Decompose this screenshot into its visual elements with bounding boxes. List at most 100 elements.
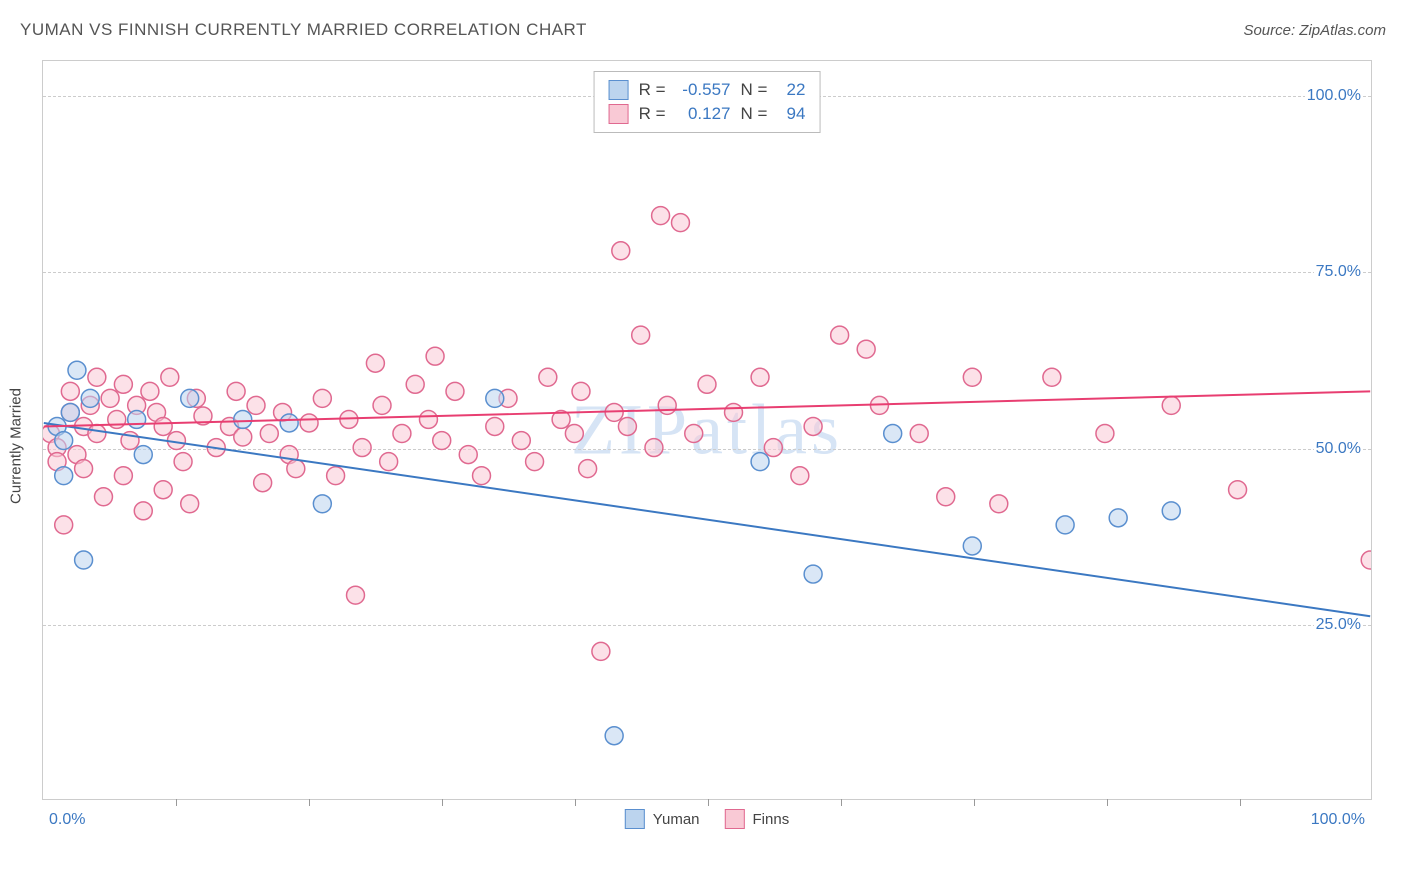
legend-swatch-yuman (625, 809, 645, 829)
plot-area: ZIPatlas 25.0%50.0%75.0%100.0% R =-0.557… (42, 60, 1372, 800)
correlation-box: R =-0.557N =22R =0.127N =94 (594, 71, 821, 133)
data-point (134, 502, 152, 520)
data-point (419, 410, 437, 428)
data-point (327, 467, 345, 485)
data-point (1096, 425, 1114, 443)
data-point (426, 347, 444, 365)
data-point (751, 368, 769, 386)
r-label: R = (639, 104, 666, 124)
data-point (1162, 396, 1180, 414)
data-point (300, 414, 318, 432)
data-point (353, 439, 371, 457)
data-point (804, 565, 822, 583)
data-point (572, 382, 590, 400)
data-point (433, 432, 451, 450)
data-point (1043, 368, 1061, 386)
data-point (287, 460, 305, 478)
data-point (154, 418, 172, 436)
data-point (486, 389, 504, 407)
data-point (154, 481, 172, 499)
correlation-swatch (609, 80, 629, 100)
data-point (526, 453, 544, 471)
data-point (446, 382, 464, 400)
data-point (791, 467, 809, 485)
data-point (373, 396, 391, 414)
data-point (128, 410, 146, 428)
data-point (764, 439, 782, 457)
r-value: 0.127 (676, 104, 731, 124)
data-point (685, 425, 703, 443)
data-point (652, 207, 670, 225)
data-point (406, 375, 424, 393)
data-point (161, 368, 179, 386)
data-point (592, 642, 610, 660)
n-value: 22 (777, 80, 805, 100)
data-point (313, 495, 331, 513)
data-point (1109, 509, 1127, 527)
data-point (632, 326, 650, 344)
data-point (937, 488, 955, 506)
data-point (725, 403, 743, 421)
data-point (366, 354, 384, 372)
data-point (1162, 502, 1180, 520)
x-tick (575, 799, 576, 806)
data-point (658, 396, 676, 414)
n-label: N = (741, 80, 768, 100)
legend-item-yuman: Yuman (625, 809, 700, 829)
data-point (280, 414, 298, 432)
data-point (114, 375, 132, 393)
data-point (68, 361, 86, 379)
data-point (804, 418, 822, 436)
data-point (473, 467, 491, 485)
data-point (313, 389, 331, 407)
data-point (134, 446, 152, 464)
data-point (605, 727, 623, 745)
r-label: R = (639, 80, 666, 100)
legend-label-yuman: Yuman (653, 811, 700, 828)
data-point (254, 474, 272, 492)
data-point (234, 410, 252, 428)
chart-title: YUMAN VS FINNISH CURRENTLY MARRIED CORRE… (20, 20, 587, 40)
x-tick (176, 799, 177, 806)
data-point (1229, 481, 1247, 499)
source-label: Source: ZipAtlas.com (1243, 22, 1386, 39)
data-point (227, 382, 245, 400)
legend-swatch-finns (725, 809, 745, 829)
plot-inner: 25.0%50.0%75.0%100.0% (43, 61, 1371, 799)
data-point (698, 375, 716, 393)
x-tick (708, 799, 709, 806)
correlation-row: R =0.127N =94 (609, 102, 806, 126)
data-point (618, 418, 636, 436)
y-axis-label: Currently Married (8, 388, 25, 504)
x-max-label: 100.0% (1311, 811, 1365, 829)
data-point (55, 432, 73, 450)
data-point (512, 432, 530, 450)
data-point (55, 467, 73, 485)
bottom-legend: Yuman Finns (625, 809, 789, 829)
n-label: N = (741, 104, 768, 124)
x-tick (1107, 799, 1108, 806)
data-point (61, 403, 79, 421)
data-point (857, 340, 875, 358)
data-point (75, 551, 93, 569)
x-tick (309, 799, 310, 806)
data-point (884, 425, 902, 443)
data-point (95, 488, 113, 506)
data-point (181, 389, 199, 407)
data-point (963, 368, 981, 386)
data-point (61, 382, 79, 400)
x-tick (1240, 799, 1241, 806)
data-point (88, 368, 106, 386)
x-tick (974, 799, 975, 806)
legend-item-finns: Finns (725, 809, 790, 829)
legend-label-finns: Finns (753, 811, 790, 828)
data-point (990, 495, 1008, 513)
x-tick (442, 799, 443, 806)
data-point (260, 425, 278, 443)
data-point (751, 453, 769, 471)
data-point (910, 425, 928, 443)
data-point (108, 410, 126, 428)
data-point (81, 389, 99, 407)
data-point (101, 389, 119, 407)
x-tick (841, 799, 842, 806)
